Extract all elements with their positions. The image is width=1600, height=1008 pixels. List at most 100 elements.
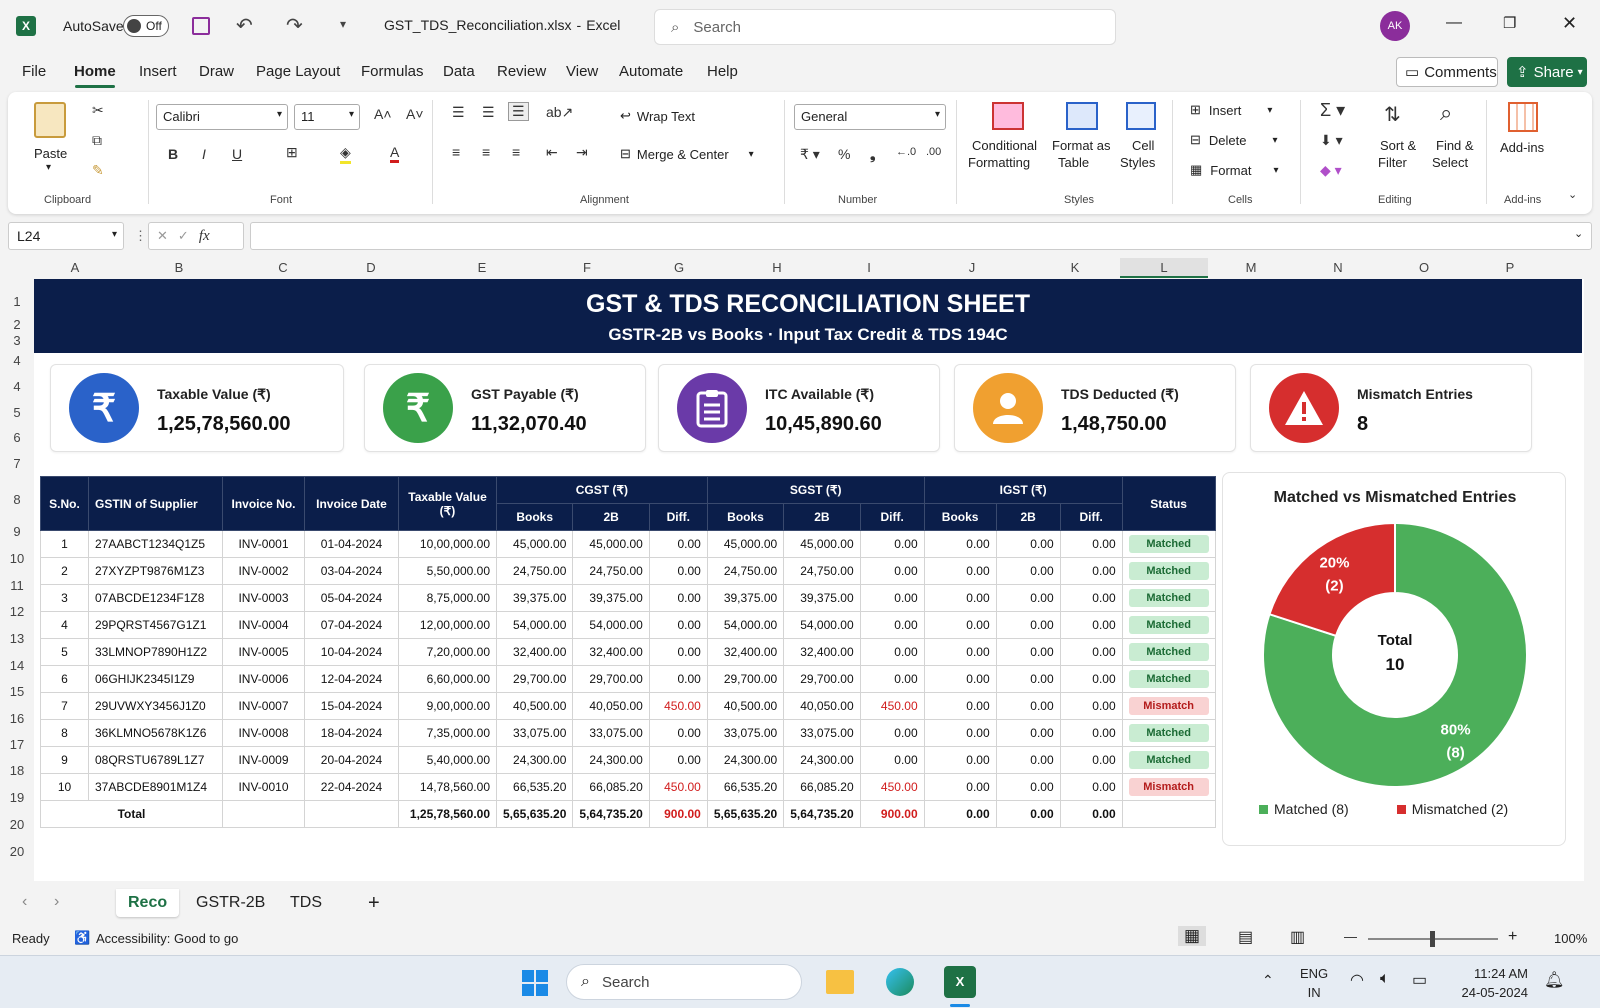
formula-input[interactable] [250, 222, 1592, 250]
table-cell[interactable]: 24,750.00 [783, 557, 861, 585]
increase-decimal-icon[interactable]: ←.0 [896, 146, 917, 158]
sort-filter-icon[interactable]: ⇅ [1384, 104, 1401, 126]
menu-home[interactable]: Home [74, 63, 116, 80]
row-header[interactable]: 11 [10, 578, 24, 593]
table-cell[interactable]: 6,60,000.00 [398, 665, 497, 693]
row-header[interactable]: 1 [13, 294, 21, 309]
total-cell[interactable]: Total [40, 800, 223, 828]
table-cell[interactable]: 0.00 [1059, 584, 1123, 612]
number-format-select[interactable]: General ▾ [794, 104, 946, 130]
table-cell[interactable]: 0.00 [995, 773, 1061, 801]
table-cell[interactable]: INV-0002 [222, 557, 305, 585]
decrease-indent-icon[interactable]: ⇤ [546, 144, 558, 160]
table-cell[interactable]: 8,75,000.00 [398, 584, 497, 612]
table-cell[interactable]: 0.00 [648, 584, 708, 612]
sort-filter-line1[interactable]: Sort & [1380, 138, 1417, 153]
table-cell[interactable]: 450.00 [648, 773, 708, 801]
table-cell[interactable]: 0.00 [648, 665, 708, 693]
total-cell[interactable]: 0.00 [995, 800, 1061, 828]
table-cell[interactable]: 0.00 [1059, 746, 1123, 774]
wrap-text-button[interactable]: ↩ Wrap Text [620, 108, 695, 124]
table-cell[interactable]: 0.00 [923, 638, 997, 666]
add-sheet-button[interactable]: + [368, 892, 380, 914]
table-cell[interactable]: 0.00 [648, 557, 708, 585]
select-all-corner[interactable] [0, 258, 34, 278]
table-cell[interactable]: 18-04-2024 [304, 719, 399, 747]
notification-bell-icon[interactable]: 🔔︎ [1544, 972, 1565, 989]
paste-dropdown-icon[interactable]: ▾ [46, 162, 52, 173]
menu-file[interactable]: File [22, 63, 47, 80]
table-cell[interactable]: 0.00 [1059, 557, 1123, 585]
table-cell[interactable]: 0.00 [923, 584, 997, 612]
menu-help[interactable]: Help [707, 63, 738, 80]
table-cell[interactable]: 32,400.00 [706, 638, 785, 666]
table-cell[interactable]: 07-04-2024 [304, 611, 399, 639]
tab-scroll-right-icon[interactable]: › [54, 893, 60, 910]
table-cell[interactable]: 45,000.00 [572, 530, 650, 558]
table-cell[interactable]: 0.00 [1059, 611, 1123, 639]
decrease-font-icon[interactable]: A˅ [406, 106, 424, 122]
table-cell[interactable]: 12-04-2024 [304, 665, 399, 693]
find-select-line2[interactable]: Select [1432, 155, 1469, 170]
column-header[interactable]: L [1120, 258, 1208, 278]
table-cell[interactable]: 0.00 [995, 584, 1061, 612]
language-indicator[interactable]: ENG IN [1300, 964, 1328, 1002]
table-cell[interactable]: INV-0003 [222, 584, 305, 612]
menu-view[interactable]: View [566, 63, 599, 80]
column-header[interactable]: G [673, 260, 685, 275]
table-cell[interactable]: 0.00 [859, 746, 925, 774]
zoom-in-icon[interactable]: + [1508, 928, 1518, 945]
zoom-level[interactable]: 100% [1554, 931, 1588, 946]
table-cell[interactable]: 0.00 [1059, 665, 1123, 693]
row-header[interactable]: 13 [9, 631, 25, 646]
align-top-icon[interactable]: ☰ [452, 104, 465, 120]
table-cell[interactable]: 6 [40, 665, 89, 693]
table-cell[interactable]: 22-04-2024 [304, 773, 399, 801]
column-header[interactable]: M [1245, 260, 1257, 275]
table-cell[interactable]: 24,300.00 [572, 746, 650, 774]
table-cell[interactable]: 33,075.00 [706, 719, 785, 747]
paste-icon[interactable] [34, 102, 66, 138]
table-cell[interactable]: 29,700.00 [495, 665, 574, 693]
total-cell[interactable]: 1,25,78,560.00 [398, 800, 497, 828]
cell-styles-line2[interactable]: Styles [1120, 155, 1156, 170]
table-cell[interactable]: 0.00 [859, 638, 925, 666]
zoom-slider-thumb[interactable] [1430, 931, 1435, 947]
borders-icon[interactable]: ⊞ [286, 144, 298, 160]
pie-slice-mismatched[interactable] [1268, 521, 1396, 638]
table-cell[interactable]: 0.00 [859, 611, 925, 639]
windows-start-icon[interactable] [522, 970, 548, 996]
normal-view-icon[interactable]: ▦ [1178, 926, 1207, 946]
format-painter-icon[interactable]: ✎ [92, 162, 104, 178]
close-icon[interactable]: ✕ [1562, 13, 1578, 33]
table-cell[interactable]: 29,700.00 [706, 665, 785, 693]
merge-center-button[interactable]: ⊟ Merge & Center ▾ [620, 146, 754, 162]
table-cell[interactable]: 8 [40, 719, 89, 747]
bold-icon[interactable]: B [168, 146, 179, 162]
table-cell[interactable]: INV-0009 [222, 746, 305, 774]
table-cell[interactable]: 0.00 [995, 665, 1061, 693]
table-cell[interactable]: 29,700.00 [783, 665, 861, 693]
enter-icon[interactable]: ✓ [177, 228, 189, 243]
align-right-icon[interactable]: ≡ [512, 144, 521, 160]
total-cell[interactable]: 5,64,735.20 [783, 800, 861, 828]
menu-review[interactable]: Review [497, 63, 547, 80]
table-cell[interactable]: 39,375.00 [572, 584, 650, 612]
row-header[interactable]: 7 [13, 456, 21, 471]
table-cell[interactable]: 24,750.00 [706, 557, 785, 585]
tab-gstr2b[interactable]: GSTR-2B [196, 894, 266, 911]
table-cell[interactable]: 0.00 [648, 719, 708, 747]
table-cell[interactable]: 24,750.00 [572, 557, 650, 585]
excel-taskbar-icon[interactable]: X [944, 966, 976, 998]
table-cell[interactable]: 12,00,000.00 [398, 611, 497, 639]
table-cell[interactable]: 54,000.00 [495, 611, 574, 639]
table-cell[interactable]: 24,300.00 [783, 746, 861, 774]
table-cell[interactable]: 10 [40, 773, 89, 801]
table-cell[interactable]: 33,075.00 [572, 719, 650, 747]
table-cell[interactable]: 33LMNOP7890H1Z2 [88, 638, 223, 666]
table-cell[interactable]: 40,500.00 [495, 692, 574, 720]
table-cell[interactable]: 4 [40, 611, 89, 639]
status-cell[interactable]: Matched [1121, 638, 1216, 666]
table-cell[interactable]: 29,700.00 [572, 665, 650, 693]
taskbar-search[interactable]: ⌕ Search [566, 964, 802, 1000]
